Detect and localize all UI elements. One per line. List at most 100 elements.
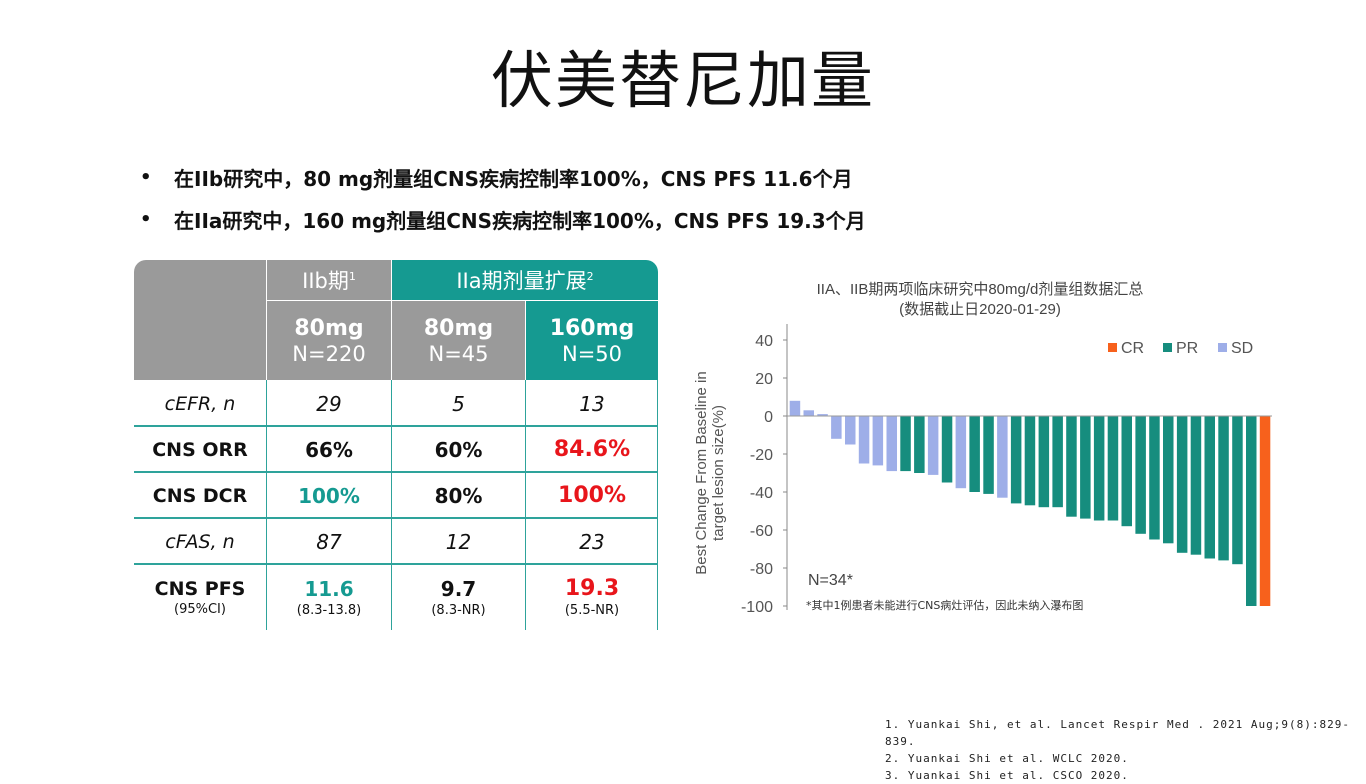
chart-plot: Best Change From Baseline in target lesi… (693, 324, 1272, 616)
legend-swatch (1163, 343, 1172, 352)
bullet-item: • 在IIa研究中，160 mg剂量组CNS疾病控制率100%，CNS PFS … (140, 198, 866, 240)
group-header-iia: IIa期剂量扩展2 (392, 260, 658, 300)
bar-sd (831, 416, 842, 439)
bar-sd (858, 416, 870, 464)
bar-pr (1121, 416, 1132, 527)
header-corner (134, 260, 266, 380)
y-tick-label: 20 (755, 371, 773, 388)
table-cell: 23 (579, 529, 605, 554)
table-cell: 60% (434, 437, 483, 462)
row-label: cFAS, n (165, 530, 235, 553)
bar-pr (1218, 416, 1229, 561)
y-axis-label: target lesion size(%) (710, 405, 727, 541)
row-label: CNS DCR (152, 484, 248, 507)
table-cell: 19.3 (5.5-NR) (564, 576, 620, 618)
chart-subtitle: (数据截止日2020-01-29) (899, 301, 1061, 318)
table-cell: 87 (316, 529, 342, 554)
table-divider (391, 380, 392, 630)
bar-pr (1176, 416, 1188, 553)
bar-pr (1204, 416, 1215, 559)
chart-title-block: IIA、IIB期两项临床研究中80mg/d剂量组数据汇总 (数据截止日2020-… (680, 280, 1280, 320)
row-label: cEFR, n (164, 392, 236, 415)
table-divider (134, 425, 658, 427)
bar-pr (1038, 416, 1050, 508)
bar-pr (1024, 416, 1036, 506)
chart-footnote: *其中1例患者未能进行CNS病灶评估，因此未纳入瀑布图 (806, 598, 1083, 612)
table-divider (657, 380, 658, 630)
table-cell: 5 (452, 391, 465, 416)
reference-item: 1. Yuankai Shi, et al. Lancet Respir Med… (885, 718, 1350, 748)
y-tick-label: -20 (750, 447, 773, 464)
references: 1. Yuankai Shi, et al. Lancet Respir Med… (885, 716, 1366, 784)
bar-pr (1163, 416, 1174, 544)
table-cell: 100% (298, 483, 360, 508)
bar-sd (817, 414, 828, 416)
bar-sd (955, 416, 967, 489)
reference-item: 3. Yuankai Shi et al. CSCO 2020. (885, 769, 1129, 782)
bar-sd (872, 416, 884, 466)
legend-label: SD (1231, 340, 1253, 357)
bullet-text: 在IIa研究中，160 mg剂量组CNS疾病控制率100%，CNS PFS 19… (174, 208, 866, 233)
bullet-dot-icon: • (140, 166, 152, 188)
legend-label: CR (1121, 340, 1144, 357)
page-title: 伏美替尼加量 (490, 44, 875, 117)
bar-pr (1190, 416, 1202, 555)
row-label: CNS ORR (152, 438, 248, 461)
bar-sd (789, 400, 801, 416)
legend-swatch (1218, 343, 1227, 352)
bar-pr (969, 416, 980, 492)
table-cell: 13 (579, 391, 605, 416)
table-cell: 12 (445, 529, 472, 554)
waterfall-chart: IIA、IIB期两项临床研究中80mg/d剂量组数据汇总 (数据截止日2020-… (680, 272, 1280, 622)
bullet-dot-icon: • (140, 208, 152, 230)
bar-pr (1052, 416, 1063, 508)
bar-sd (927, 416, 939, 475)
table-divider (134, 563, 658, 565)
bar-pr (914, 416, 925, 473)
bar-pr (900, 416, 911, 472)
chart-title: IIA、IIB期两项临床研究中80mg/d剂量组数据汇总 (816, 281, 1144, 298)
y-tick-label: 40 (755, 333, 773, 350)
table-cell: 84.6% (553, 437, 631, 462)
reference-item: 2. Yuankai Shi et al. WCLC 2020. (885, 752, 1129, 765)
table-cell: 29 (316, 391, 342, 416)
y-tick-label: -80 (750, 561, 773, 578)
row-label: CNS PFS (95%CI) (154, 577, 246, 617)
y-tick-label: -100 (741, 599, 773, 616)
bullet-item: • 在IIb研究中，80 mg剂量组CNS疾病控制率100%，CNS PFS 1… (140, 156, 866, 198)
results-table: IIb期1 IIa期剂量扩展2 80mg N=220 80mg N=45 160… (134, 260, 658, 630)
table-cell: 80% (434, 483, 483, 508)
bar-pr (983, 416, 994, 494)
bullet-text: 在IIb研究中，80 mg剂量组CNS疾病控制率100%，CNS PFS 11.… (174, 166, 853, 191)
bar-sd (803, 410, 814, 416)
column-header: 160mg N=50 (526, 301, 658, 380)
group-header-label: IIa期剂量扩展 (456, 269, 587, 293)
bar-pr (1149, 416, 1160, 540)
legend-swatch (1108, 343, 1117, 352)
bar-pr (1135, 416, 1146, 534)
table-cell: 11.6 (8.3-13.8) (296, 576, 362, 618)
table-cell: 66% (305, 437, 353, 462)
y-tick-label: -60 (750, 523, 773, 540)
n-annotation: N=34* (808, 572, 853, 589)
table-divider (134, 517, 658, 519)
bar-pr (1232, 416, 1243, 565)
y-axis-label: Best Change From Baseline in (693, 371, 710, 574)
bar-cr (1259, 416, 1271, 606)
group-header-label: IIb期 (302, 269, 349, 293)
column-header: 80mg N=220 (267, 301, 391, 380)
bar-sd (997, 416, 1008, 498)
bar-pr (941, 416, 953, 483)
bar-pr (1107, 416, 1119, 521)
table-cell: 100% (558, 483, 626, 508)
column-header: 80mg N=45 (392, 301, 525, 380)
table-divider (266, 380, 267, 630)
y-tick-label: -40 (750, 485, 773, 502)
table-divider (134, 471, 658, 473)
bar-sd (886, 416, 897, 472)
bar-pr (1010, 416, 1022, 504)
group-header-iib: IIb期1 (267, 260, 391, 300)
table-cell: 9.7 (8.3-NR) (431, 576, 486, 618)
bar-pr (1080, 416, 1091, 519)
legend-label: PR (1176, 340, 1198, 357)
